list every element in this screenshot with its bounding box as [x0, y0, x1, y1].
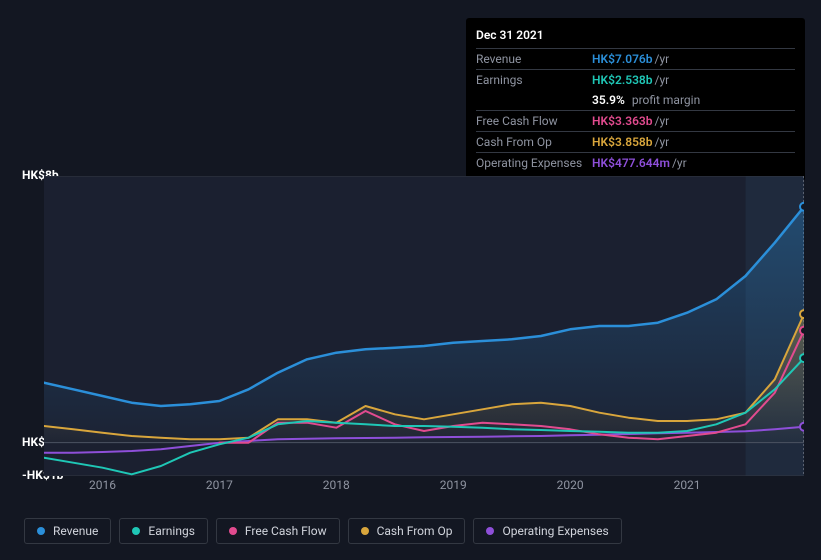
tooltip-rows-top: RevenueHK$7.076b/yrEarningsHK$2.538b/yr: [476, 49, 795, 90]
legend-item-label: Revenue: [53, 524, 98, 538]
marker-cfo: [800, 310, 804, 318]
legend-item-revenue[interactable]: Revenue: [24, 518, 111, 544]
tooltip-row-value: HK$7.076b/yr: [592, 52, 669, 66]
tooltip-row-label: Earnings: [476, 73, 592, 87]
x-tick-label: 2019: [440, 478, 467, 492]
legend-dot-icon: [486, 527, 494, 535]
legend-dot-icon: [132, 527, 140, 535]
marker-opex: [800, 423, 804, 431]
x-tick-label: 2017: [206, 478, 233, 492]
legend-dot-icon: [229, 527, 237, 535]
financial-chart[interactable]: HK$8bHK$0-HK$1b 201620172018201920202021: [14, 158, 807, 494]
tooltip-row-label: Free Cash Flow: [476, 114, 592, 128]
legend-item-opex[interactable]: Operating Expenses: [473, 518, 621, 544]
chart-tooltip: Dec 31 2021 RevenueHK$7.076b/yrEarningsH…: [466, 18, 805, 181]
tooltip-row-value: HK$3.858b/yr: [592, 135, 669, 149]
marker-earnings: [800, 354, 804, 362]
x-tick-label: 2020: [557, 478, 584, 492]
legend-item-fcf[interactable]: Free Cash Flow: [216, 518, 340, 544]
x-tick-label: 2016: [89, 478, 116, 492]
legend-item-earnings[interactable]: Earnings: [119, 518, 208, 544]
x-axis-labels: 2016 2017 2018 2019 2020 2021: [44, 478, 804, 498]
tooltip-row: Cash From OpHK$3.858b/yr: [476, 132, 795, 153]
legend-item-label: Earnings: [148, 524, 195, 538]
marker-fcf: [800, 327, 804, 335]
legend-dot-icon: [37, 527, 45, 535]
legend-item-label: Free Cash Flow: [245, 524, 327, 538]
tooltip-row: Free Cash FlowHK$3.363b/yr: [476, 111, 795, 132]
tooltip-row: RevenueHK$7.076b/yr: [476, 49, 795, 70]
marker-revenue: [800, 203, 804, 211]
tooltip-date: Dec 31 2021: [476, 24, 795, 49]
legend-item-label: Cash From Op: [377, 524, 453, 538]
profit-margin-value: 35.9%: [592, 93, 625, 107]
legend-item-label: Operating Expenses: [502, 524, 608, 538]
x-tick-label: 2018: [323, 478, 350, 492]
tooltip-row-value: HK$3.363b/yr: [592, 114, 669, 128]
x-tick-label: 2021: [674, 478, 701, 492]
tooltip-profit-margin: 35.9% profit margin: [476, 90, 795, 111]
tooltip-row-label: Cash From Op: [476, 135, 592, 149]
legend-dot-icon: [361, 527, 369, 535]
legend-item-cfo[interactable]: Cash From Op: [348, 518, 466, 544]
chart-legend: Revenue Earnings Free Cash Flow Cash From O…: [24, 518, 622, 544]
chart-plot-area: [44, 176, 804, 476]
tooltip-row-label: Revenue: [476, 52, 592, 66]
tooltip-row-value: HK$2.538b/yr: [592, 73, 669, 87]
tooltip-row: EarningsHK$2.538b/yr: [476, 70, 795, 90]
profit-margin-label: profit margin: [632, 93, 700, 107]
